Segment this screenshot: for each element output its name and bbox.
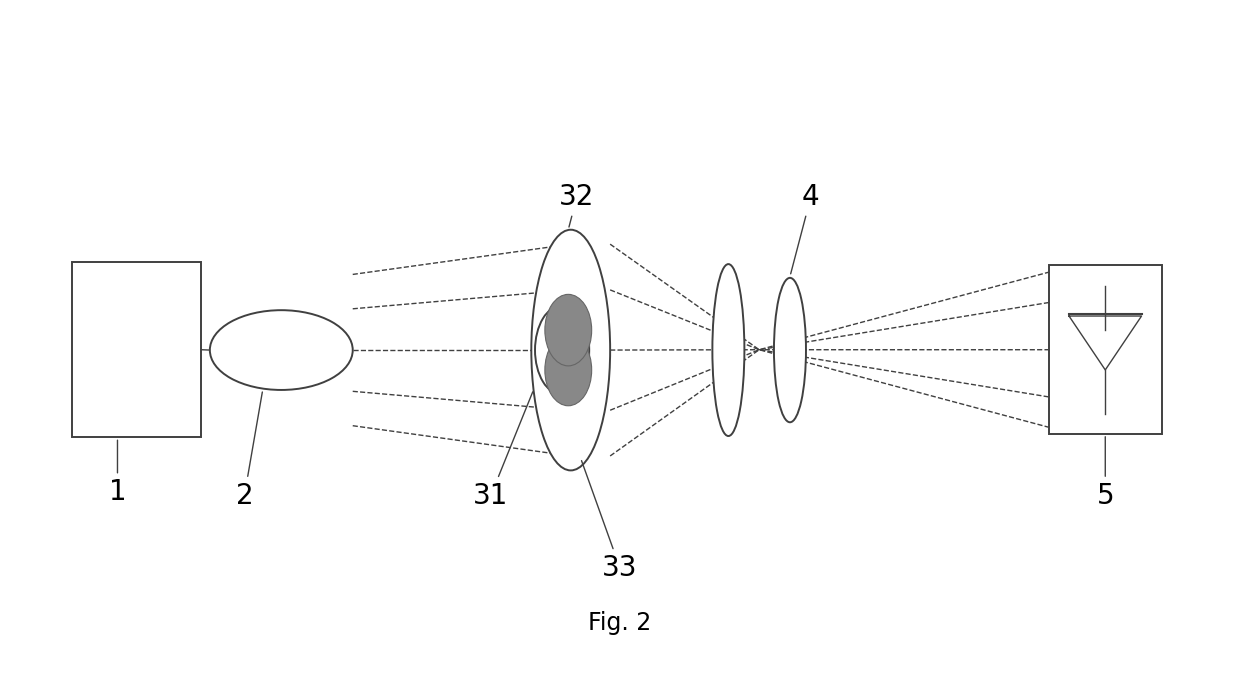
Ellipse shape	[544, 294, 591, 366]
Text: 32: 32	[559, 183, 594, 227]
Text: 5: 5	[1096, 436, 1114, 510]
Text: 1: 1	[109, 440, 126, 507]
Text: 4: 4	[791, 183, 820, 274]
Ellipse shape	[534, 306, 589, 395]
Text: 33: 33	[582, 461, 637, 582]
Bar	[72, 262, 201, 437]
Bar	[1049, 265, 1162, 434]
Ellipse shape	[531, 230, 610, 470]
Text: 2: 2	[236, 392, 263, 510]
Ellipse shape	[544, 334, 591, 406]
Text: Fig. 2: Fig. 2	[588, 611, 652, 635]
Ellipse shape	[774, 278, 806, 422]
Ellipse shape	[210, 310, 352, 390]
Ellipse shape	[712, 264, 744, 436]
Text: 31: 31	[472, 392, 533, 510]
